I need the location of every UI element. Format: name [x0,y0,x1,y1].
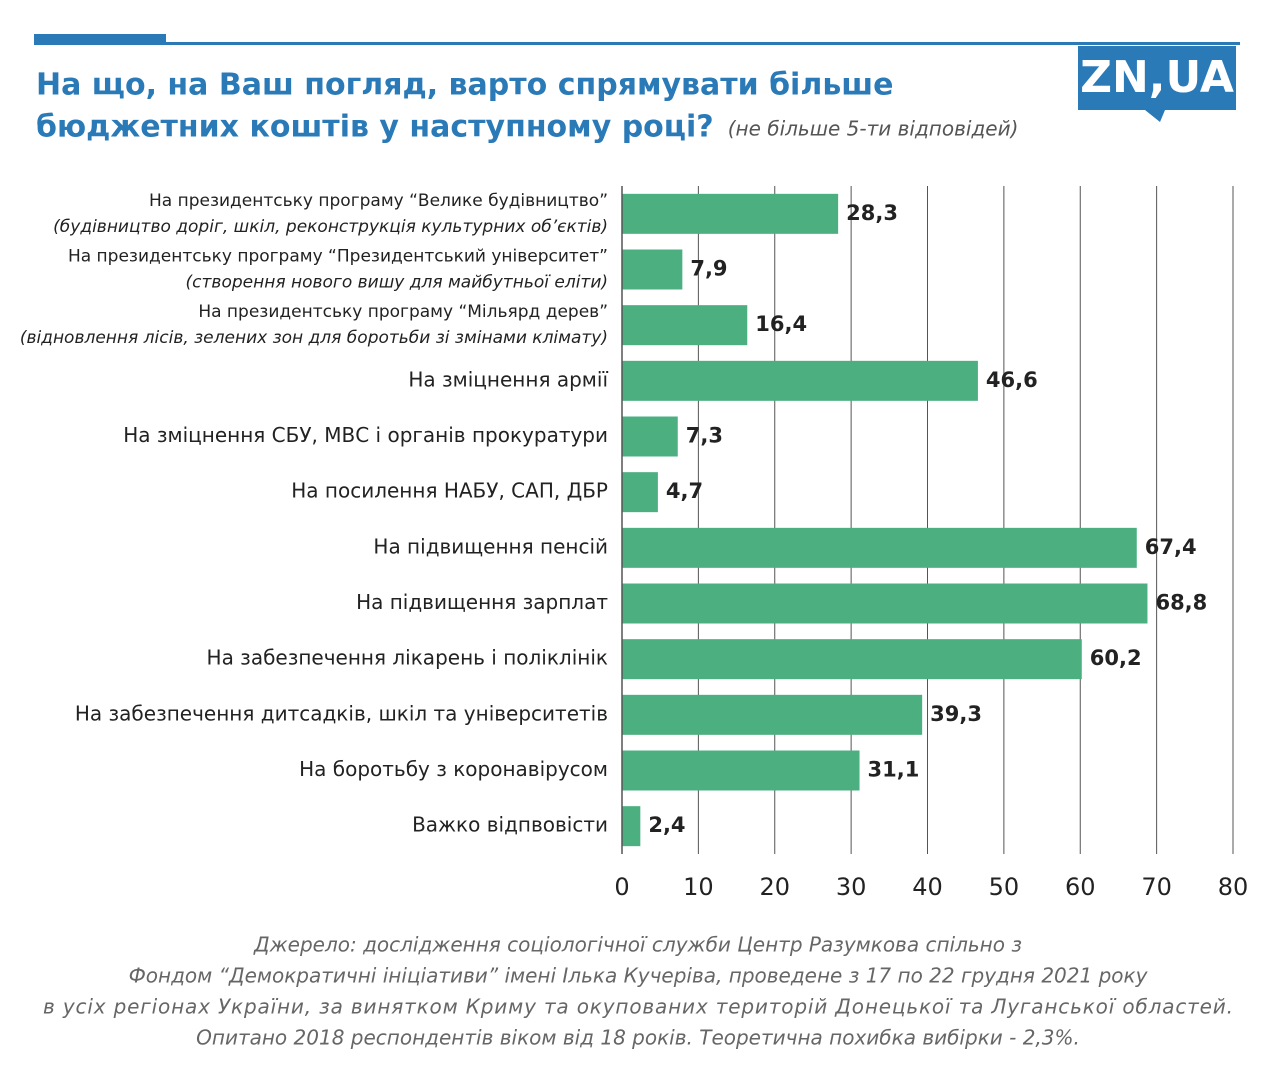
x-tick-label: 40 [912,873,943,901]
value-label: 4,7 [666,479,703,503]
bar [622,305,748,346]
category-note: (будівництво доріг, шкіл, реконструкція … [53,217,608,237]
value-label: 39,3 [930,702,982,726]
bar [622,472,658,513]
y-tick-label: На президентську програму “Президентськи… [68,247,608,267]
category-note: (відновлення лісів, зелених зон для боро… [20,328,608,348]
header-line [34,42,1240,45]
category-note: (створення нового вишу для майбутньої ел… [186,273,608,293]
value-label: 16,4 [755,312,807,336]
x-tick-label: 20 [759,873,790,901]
value-label: 7,9 [690,257,727,281]
source-note: Опитано 2018 респондентів віком від 18 р… [196,1026,1080,1050]
logo-box [1078,46,1236,110]
x-tick-label: 50 [989,873,1020,901]
y-tick-label: На зміцнення армії [408,367,608,391]
chart-subtitle: (не більше 5-ти відповідей) [728,117,1019,141]
bar [622,360,978,401]
value-label: 31,1 [868,758,920,782]
value-label: 60,2 [1090,646,1142,670]
y-tick-label: На забезпечення лікарень і поліклінік [207,646,608,670]
source-note: Фондом “Демократичні ініціативи” імені І… [129,964,1149,988]
value-label: 2,4 [648,813,685,837]
y-tick-label: На боротьбу з коронавірусом [299,757,608,781]
x-tick-label: 10 [683,873,714,901]
value-label: 68,8 [1155,591,1207,615]
chart-title: бюджетних коштів у наступному році? [36,110,714,145]
logo-tail [1145,110,1165,122]
header-accent [34,34,166,43]
bar [622,416,678,457]
y-tick-label: На президентську програму “Велике будівн… [149,191,608,211]
value-label: 46,6 [986,368,1038,392]
source-note: Джерело: дослідження соціологічної служб… [253,933,1022,957]
y-tick-label: На зміцнення СБУ, МВС і органів прокурат… [123,423,608,447]
value-label: 28,3 [846,201,898,225]
bar [622,527,1137,568]
value-label: 67,4 [1145,535,1197,559]
bar [622,249,683,290]
chart-title: На що, на Ваш погляд, варто спрямувати б… [36,68,894,103]
x-tick-label: 30 [836,873,867,901]
source-note: в усіх регіонах України, за винятком Кри… [43,995,1233,1019]
bar [622,583,1148,624]
x-tick-label: 80 [1218,873,1249,901]
x-tick-label: 60 [1065,873,1096,901]
bar [622,806,641,847]
y-tick-label: На посилення НАБУ, САП, ДБР [291,479,608,503]
logo: ZN,UA [1080,52,1234,103]
y-tick-label: На підвищення пенсій [373,534,608,558]
x-tick-label: 70 [1141,873,1172,901]
bar [622,694,923,735]
y-tick-label: На президентську програму “Мільярд дерев… [198,302,608,322]
value-label: 7,3 [686,424,723,448]
x-tick-label: 0 [614,873,629,901]
y-tick-label: На забезпечення дитсадків, шкіл та уніве… [75,701,608,725]
bar [622,639,1082,680]
bar [622,193,839,234]
y-tick-label: На підвищення зарплат [356,590,608,614]
bar [622,750,860,791]
y-tick-label: Важко відпвовісти [412,813,608,837]
